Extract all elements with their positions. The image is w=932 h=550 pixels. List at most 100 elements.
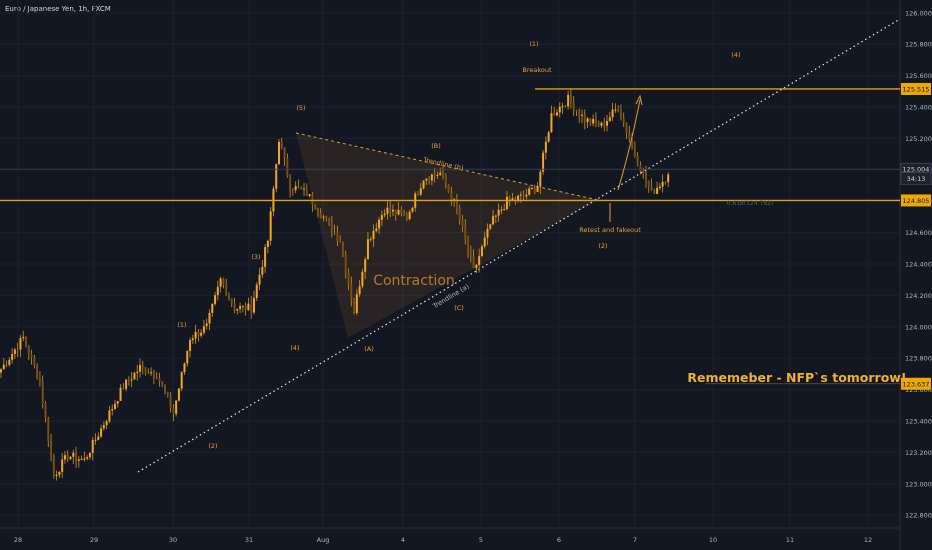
candle-body (447, 184, 450, 192)
y-tick-label: 123.000 (905, 480, 932, 488)
candle-body (336, 232, 339, 241)
candle-body (136, 371, 139, 373)
candle-body (561, 106, 564, 108)
candle-body (600, 122, 603, 126)
candle-body (227, 295, 230, 299)
candle-body (69, 456, 72, 460)
candle-body (164, 385, 167, 393)
candle-body (514, 198, 517, 200)
candle-body (633, 146, 636, 156)
wave-label: (4) (731, 51, 740, 59)
candle-body (286, 158, 289, 176)
candle-body (522, 194, 525, 197)
candle-body (283, 147, 286, 159)
candle-body (467, 238, 470, 252)
candle-body (586, 118, 589, 123)
candle-body (380, 215, 383, 220)
candle-body (592, 118, 595, 124)
price-tag-box (900, 172, 932, 185)
candle-body (642, 171, 645, 173)
contraction-triangle (296, 133, 598, 338)
y-tick-label: 123.200 (905, 449, 932, 457)
candle-body (122, 387, 125, 389)
candle-body (647, 180, 650, 187)
candle-body (658, 186, 661, 188)
candle-body (419, 188, 422, 195)
candle-body (75, 452, 78, 461)
candle-body (211, 303, 214, 313)
candle-body (355, 294, 358, 314)
candle-body (230, 298, 233, 304)
y-tick-label: 123.800 (905, 355, 932, 363)
price-tag-label: 125.004 (903, 166, 930, 174)
reminder-text: Rememeber - NFP`s tomorrow! (687, 370, 906, 385)
candle-body (417, 193, 419, 195)
candle-body (661, 181, 664, 187)
fib-label: 0.618(124.782) (727, 200, 774, 207)
candle-body (36, 365, 39, 379)
candle-body (127, 379, 130, 381)
candle-body (525, 194, 528, 197)
price-tag-label: 34:13 (907, 175, 926, 183)
candle-body (186, 350, 189, 364)
candle-body (233, 303, 236, 311)
wave-label: (A) (364, 345, 374, 353)
candle-body (542, 152, 545, 172)
candle-body (606, 121, 609, 126)
x-tick-label: 31 (245, 536, 253, 544)
candle-body (567, 94, 570, 107)
x-tick-label: 10 (709, 536, 717, 544)
y-tick-label: 125.200 (905, 135, 932, 143)
candle-body (594, 118, 597, 123)
candle-body (358, 286, 361, 295)
candle-body (519, 194, 522, 196)
candle-body (508, 196, 511, 200)
candle-body (530, 187, 533, 189)
candle-body (180, 372, 183, 389)
candle-body (322, 216, 325, 218)
candle-body (556, 112, 558, 116)
candle-body (411, 207, 414, 212)
candle-body (94, 439, 97, 441)
candle-body (611, 109, 614, 118)
candle-body (216, 286, 219, 296)
candle-body (63, 455, 66, 460)
wave-label: (2) (598, 242, 607, 250)
candle-body (328, 217, 331, 222)
candle-body (155, 376, 158, 379)
projection-arrowhead (635, 94, 643, 106)
candle-body (205, 323, 208, 327)
x-tick-label: 11 (786, 536, 794, 544)
candle-body (486, 228, 489, 238)
candle-body (344, 254, 347, 273)
candle-body (341, 242, 344, 255)
candle-body (667, 174, 670, 183)
candle-body (219, 278, 222, 287)
candle-body (339, 240, 342, 243)
wave-label: (2) (208, 442, 217, 450)
candle-body (105, 421, 108, 426)
candle-body (22, 336, 25, 339)
candle-body (386, 207, 389, 214)
candle-body (86, 457, 89, 459)
candle-body (130, 379, 133, 381)
candle-body (269, 211, 272, 241)
candle-body (141, 365, 144, 368)
candle-body (539, 171, 542, 187)
candle-body (294, 186, 297, 191)
x-tick-label: 12 (864, 536, 872, 544)
candle-body (38, 378, 41, 382)
candle-body (300, 187, 303, 190)
candle-body (575, 110, 578, 112)
candle-body (619, 110, 622, 119)
candle-body (150, 372, 153, 374)
candle-body (572, 102, 575, 111)
candle-body (425, 178, 428, 181)
candle-body (147, 373, 150, 375)
candle-body (644, 171, 647, 181)
wave-label: (4) (290, 344, 299, 352)
candle-body (116, 400, 119, 404)
candle-body (517, 195, 520, 200)
price-tag-box (901, 377, 931, 390)
